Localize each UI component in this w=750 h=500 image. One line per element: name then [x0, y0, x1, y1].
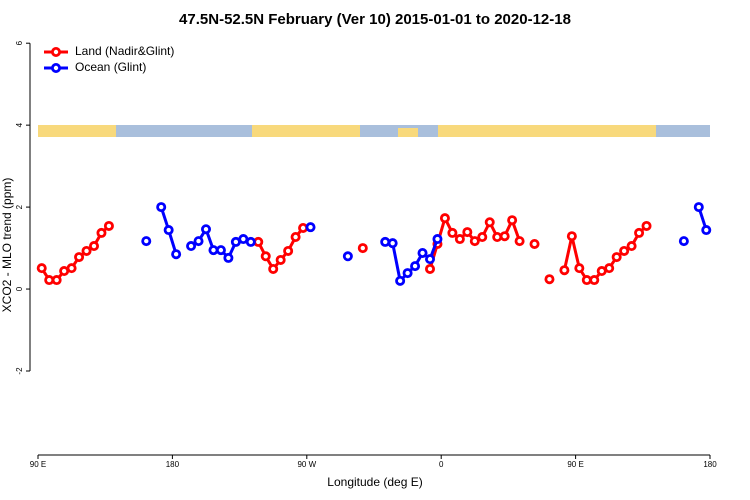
x-tick-label: 180 [703, 460, 717, 469]
data-point [604, 263, 615, 274]
data-point [566, 231, 577, 242]
data-point [141, 236, 152, 247]
data-point [387, 238, 398, 249]
data-point [634, 227, 645, 238]
data-point [342, 251, 353, 262]
land-strip [252, 125, 360, 137]
y-tick-label: -2 [15, 367, 24, 375]
data-point [693, 202, 704, 213]
data-point [89, 241, 100, 252]
data-point [380, 236, 391, 247]
data-point [186, 241, 197, 252]
data-point [417, 247, 428, 258]
data-point [298, 222, 309, 233]
y-tick-label: 6 [15, 40, 24, 45]
chart-title: 47.5N-52.5N February (Ver 10) 2015-01-01… [179, 11, 571, 28]
data-point [574, 263, 585, 274]
data-point [275, 254, 286, 265]
data-point [619, 245, 630, 256]
land-strip [438, 125, 656, 137]
y-axis-label: XCO2 - MLO trend (ppm) [0, 178, 14, 313]
data-point [410, 261, 421, 272]
data-point [484, 217, 495, 228]
data-point [544, 274, 555, 285]
data-point [245, 236, 256, 247]
data-point [305, 222, 316, 233]
data-point [499, 231, 510, 242]
data-point [283, 245, 294, 256]
data-point [96, 227, 107, 238]
data-point [290, 232, 301, 243]
x-tick-label: 180 [166, 460, 180, 469]
data-point [589, 275, 600, 286]
land-strip [38, 125, 116, 137]
x-tick-label: 90 E [30, 460, 46, 469]
data-point [514, 236, 525, 247]
data-point [447, 227, 458, 238]
data-point [462, 227, 473, 238]
y-tick-label: 4 [15, 122, 24, 127]
data-point [402, 268, 413, 279]
data-point [424, 263, 435, 274]
data-point [469, 236, 480, 247]
data-point [439, 213, 450, 224]
data-point [215, 245, 226, 256]
data-point [626, 241, 637, 252]
data-point [559, 265, 570, 276]
data-point [51, 275, 62, 286]
legend-label: Ocean (Glint) [75, 60, 146, 74]
data-point [200, 224, 211, 235]
data-point [103, 220, 114, 231]
data-point [395, 275, 406, 286]
data-point [171, 249, 182, 260]
land-strip [398, 128, 418, 137]
data-point [678, 236, 689, 247]
data-point [163, 225, 174, 236]
x-tick-label: 90 E [567, 460, 583, 469]
data-point [66, 263, 77, 274]
x-tick-label: 90 W [297, 460, 316, 469]
legend-marker [51, 63, 62, 74]
y-tick-label: 0 [15, 286, 24, 291]
data-point [424, 254, 435, 265]
data-point [74, 252, 85, 263]
data-point [223, 252, 234, 263]
data-point [432, 234, 443, 245]
data-point [36, 263, 47, 274]
data-point [507, 215, 518, 226]
data-point [454, 234, 465, 245]
data-point [357, 243, 368, 254]
land-ocean-strip [38, 125, 710, 137]
y-tick-label: 2 [15, 204, 24, 209]
legend-label: Land (Nadir&Glint) [75, 44, 174, 58]
data-point [529, 238, 540, 249]
data-point [268, 263, 279, 274]
data-point [156, 202, 167, 213]
x-tick-label: 0 [439, 460, 444, 469]
data-point [81, 245, 92, 256]
data-point [611, 252, 622, 263]
data-point [193, 236, 204, 247]
data-point [701, 225, 712, 236]
data-point [477, 232, 488, 243]
data-point [492, 232, 503, 243]
legend-marker [51, 47, 62, 58]
data-point [641, 220, 652, 231]
data-point [260, 251, 271, 262]
x-axis-label: Longitude (deg E) [327, 475, 422, 489]
